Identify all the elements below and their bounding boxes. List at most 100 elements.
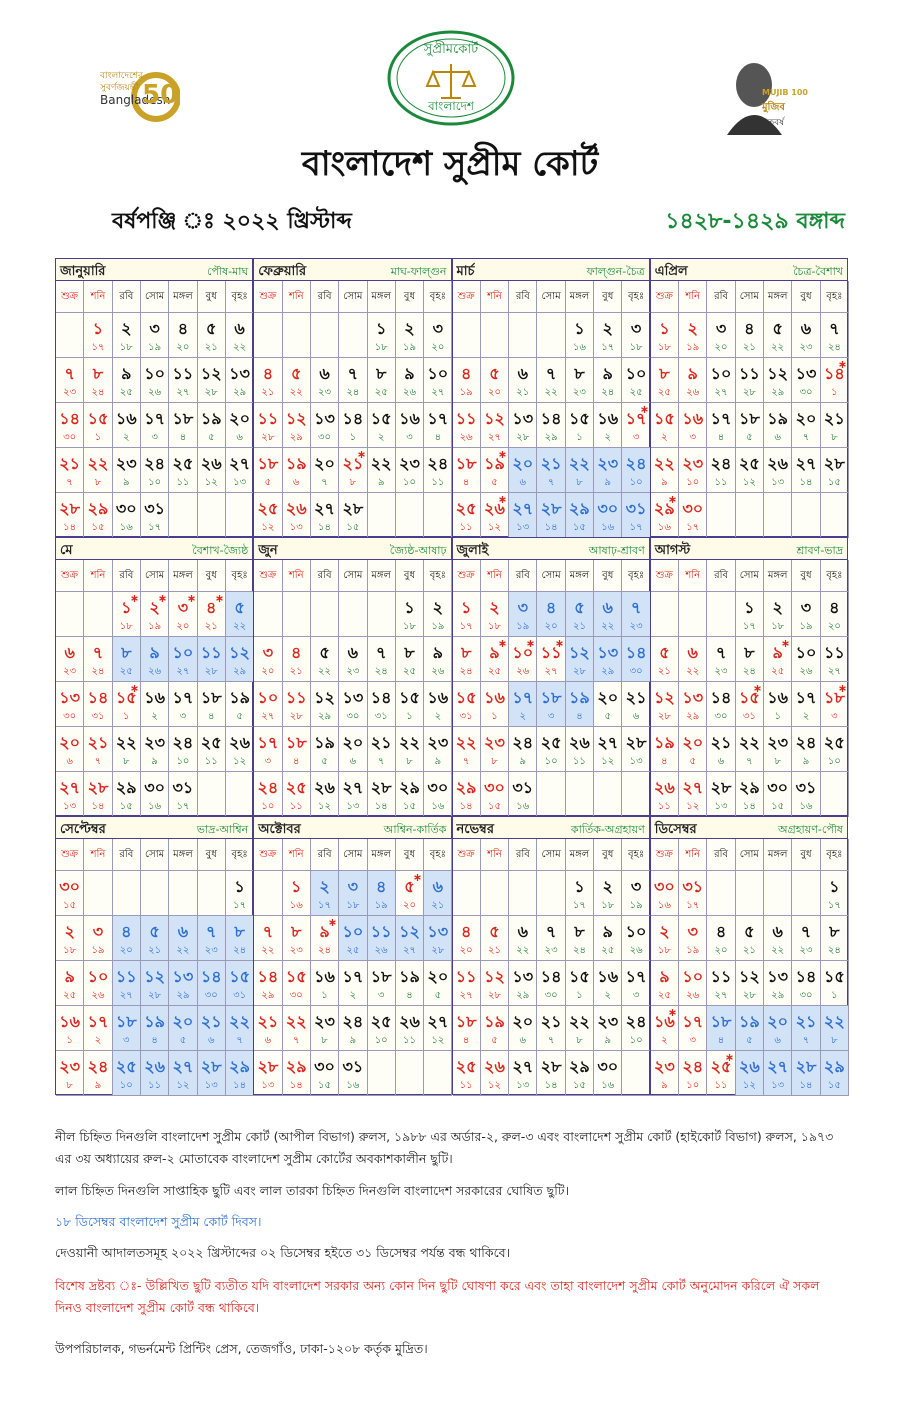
day-cell: ৪ ২০ xyxy=(707,916,736,961)
day-cell: ১ ১৮ xyxy=(395,592,425,637)
weekday: সোম xyxy=(537,839,566,871)
day-cell xyxy=(764,493,793,538)
bengali-date: ২৯ xyxy=(516,990,530,1001)
day-cell: ৩ ১৯ xyxy=(792,592,821,637)
date: ৮ xyxy=(829,922,840,941)
day-cell: ১৩ ২৯ xyxy=(764,961,793,1006)
star-shape xyxy=(669,496,676,503)
date: ১৫ xyxy=(569,409,590,428)
date: ১৯ xyxy=(285,454,307,473)
bengali-date: ২৪ xyxy=(459,666,473,677)
bengali-date: ২১ xyxy=(487,945,501,956)
date: ৭ xyxy=(375,643,387,662)
bengali-date: ১১ xyxy=(459,522,473,533)
day-cell: ২০ ৫ xyxy=(169,1006,198,1051)
day-cell: ২২ ৭ xyxy=(735,727,765,772)
bengali-date: ১৭ xyxy=(318,900,332,911)
day-cell: ২৪ ৯ xyxy=(339,1006,368,1051)
day-cell xyxy=(509,313,538,358)
day-cell xyxy=(282,313,311,358)
day-cell: ৫ ২০ xyxy=(480,358,510,403)
month-range: শ্রাবণ-ভাদ্র xyxy=(796,544,843,557)
bengali-date: ৩০ xyxy=(63,711,77,722)
bengali-date: ২১ xyxy=(572,621,586,632)
date: ৭ xyxy=(347,364,359,383)
date: ৩০ xyxy=(144,778,166,797)
month-range: জ্যৈষ্ঠ-আষাঢ় xyxy=(389,544,447,557)
day-cell xyxy=(282,592,311,637)
date: ৬ xyxy=(800,319,812,338)
day-cell: ১৪ ৩১ xyxy=(367,682,396,727)
month-range: মাঘ-ফাল্গুন xyxy=(390,265,447,278)
date: ১৩ xyxy=(427,922,449,941)
bengali-date: ১৩ xyxy=(516,1080,530,1091)
day-cell: ২০ ৭ xyxy=(310,448,340,493)
star-shape xyxy=(187,595,195,602)
day-cell: ১১ ২৮ xyxy=(197,637,226,682)
date: ৭ xyxy=(206,922,217,941)
bengali-date: ২৪ xyxy=(91,666,105,677)
month-range: ভাদ্র-আশ্বিন xyxy=(196,823,249,836)
day-cell: ১৫ ১ xyxy=(565,961,595,1006)
date: ১৫ xyxy=(229,967,250,986)
day-cell xyxy=(395,493,425,538)
day-cell: ২৯ ১৫ xyxy=(395,772,425,817)
date: ১৭ xyxy=(625,409,647,428)
day-cell: ১৮ ৪ xyxy=(452,1006,481,1051)
month-name: এপ্রিল xyxy=(654,264,688,279)
bengali-date: ১০ xyxy=(686,477,700,488)
weekday: শুক্র xyxy=(452,560,481,592)
weekday: বুধ xyxy=(792,839,821,871)
date: ১২ xyxy=(569,643,590,662)
bengali-date: ১৫ xyxy=(403,801,416,812)
date: ২২ xyxy=(399,733,420,752)
day-cell: ৮ ২৩ xyxy=(565,358,595,403)
date: ৩০ xyxy=(767,778,789,797)
bengali-date: ১ xyxy=(406,711,413,722)
day-cell: ৭ ২৩ xyxy=(537,916,566,961)
day-cell xyxy=(622,772,651,817)
bengali-date: ২২ xyxy=(261,945,275,956)
bengali-date: ২৮ xyxy=(148,990,162,1001)
day-cell: ৪ ২০ xyxy=(112,916,141,961)
bengali-date: ৪ xyxy=(462,477,470,488)
date: ১৩ xyxy=(342,688,364,707)
bengali-date: ২৭ xyxy=(714,387,728,398)
weekday: শনি xyxy=(679,281,708,313)
date: ১৫ xyxy=(823,967,845,986)
day-cell: ২ ১৯ xyxy=(679,313,708,358)
day-cell xyxy=(792,871,821,916)
day-cell: ১৬ ১ xyxy=(480,682,510,727)
day-cell: ২৫ ১২ xyxy=(735,448,765,493)
weekday: বৃহঃ xyxy=(424,839,453,871)
date: ৩১ xyxy=(512,778,534,797)
day-cell: ১০ ২৬ xyxy=(622,916,651,961)
bengali-date: ৩১ xyxy=(233,990,247,1001)
date: ১১ xyxy=(257,409,279,428)
date: ১৪ xyxy=(540,967,562,986)
day-cell: ১৭ ৩ xyxy=(169,682,198,727)
date: ২৫ xyxy=(172,454,194,473)
bengali-date: ১২ xyxy=(318,801,332,812)
date: ১৮ xyxy=(710,1012,732,1031)
bengali-date: ২০ xyxy=(119,945,133,956)
bengali-date: ১২ xyxy=(176,1080,190,1091)
day-cell: ৫ ২১ xyxy=(480,916,510,961)
bengali-date: ১৩ xyxy=(714,801,728,812)
weekday: সোম xyxy=(339,281,368,313)
day-cell: ২২ ৮ xyxy=(395,727,425,772)
holiday-star xyxy=(527,640,535,647)
day-cell: ৬ ২২ xyxy=(679,637,708,682)
day-cell: ৪ ২১ xyxy=(197,592,226,637)
day-cell: ১০ ২৬ xyxy=(679,961,708,1006)
date: ২৭ xyxy=(767,1057,789,1076)
day-cell xyxy=(650,592,680,637)
day-cell: ১৩ ২৯ xyxy=(509,961,538,1006)
day-cell: ৯ ২৬ xyxy=(679,358,708,403)
bengali-date: ৬ xyxy=(519,477,527,488)
day-cell: ৮ ২৫ xyxy=(395,637,425,682)
date: ২৫ xyxy=(285,778,307,797)
date: ২২ xyxy=(823,1012,845,1031)
weekday: শুক্র xyxy=(254,560,283,592)
